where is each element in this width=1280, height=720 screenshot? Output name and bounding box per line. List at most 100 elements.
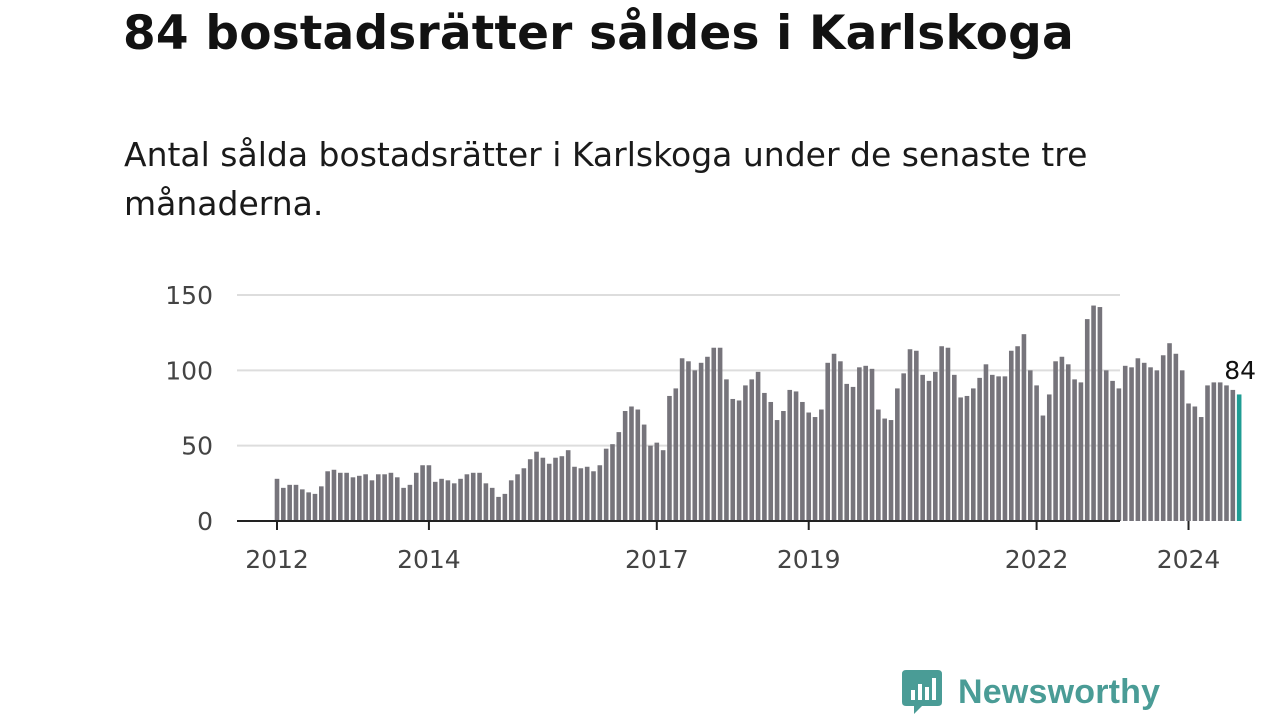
- bar: [869, 368, 875, 521]
- bar: [971, 388, 976, 521]
- bar: [344, 472, 349, 521]
- bar: [603, 448, 609, 521]
- x-axis-labels: 2012 2014 2017 2019 2022 2024: [245, 521, 1220, 574]
- y-tick-label: 0: [197, 507, 213, 536]
- bar: [755, 371, 761, 521]
- bar: [1141, 362, 1147, 521]
- x-tick-label: 2019: [777, 545, 841, 574]
- y-tick-label: 50: [181, 432, 213, 461]
- bar: [515, 474, 520, 521]
- bar: [952, 374, 957, 521]
- x-tick-label: 2022: [1005, 545, 1069, 574]
- bar: [895, 388, 900, 521]
- bar: [901, 373, 906, 521]
- bar: [1097, 307, 1103, 521]
- bar: [1002, 376, 1008, 521]
- bar: [831, 353, 837, 521]
- bar: [914, 350, 919, 521]
- bar: [363, 474, 368, 521]
- bar: [679, 358, 685, 521]
- bar: [1110, 380, 1115, 521]
- bar: [420, 465, 425, 521]
- bar: [705, 356, 710, 521]
- bar: [1116, 388, 1122, 521]
- bar: [648, 445, 653, 521]
- bar: [876, 409, 881, 521]
- bar: [470, 472, 476, 521]
- bar: [989, 374, 995, 521]
- bar: [445, 480, 451, 521]
- chart-subtitle: Antal sålda bostadsrätter i Karlskoga un…: [124, 135, 1088, 223]
- bar: [426, 465, 432, 521]
- bar: [287, 484, 292, 521]
- bar: [958, 397, 963, 521]
- bar: [578, 468, 584, 521]
- y-axis-labels: 0 50 100 150: [165, 281, 213, 536]
- bar: [546, 463, 552, 521]
- bar: [1167, 343, 1172, 521]
- bar: [394, 477, 400, 521]
- bar: [724, 379, 729, 521]
- bar: [477, 472, 482, 521]
- bar: [762, 392, 767, 521]
- bar: [464, 474, 470, 521]
- bar: [736, 400, 742, 521]
- bar: [375, 474, 381, 521]
- bar: [293, 484, 299, 521]
- bar: [711, 347, 717, 521]
- bar: [964, 395, 970, 521]
- bar: [825, 362, 831, 521]
- bar: [458, 478, 463, 521]
- bar: [1179, 370, 1185, 521]
- bar-chart: 0 50 100 150 2012 2014 2017 2019 2022 2024 84: [165, 281, 1256, 574]
- bar: [622, 411, 628, 521]
- bar: [1021, 334, 1027, 521]
- chart-title: 84 bostadsrätter såldes i Karlskoga: [123, 6, 1074, 61]
- bar: [1065, 364, 1071, 521]
- bar: [774, 420, 780, 521]
- bar: [730, 398, 736, 521]
- bar: [565, 450, 571, 521]
- bar: [749, 379, 755, 521]
- bar: [331, 469, 337, 521]
- bar: [553, 457, 558, 521]
- bar: [521, 468, 527, 521]
- bar: [527, 459, 533, 521]
- bar: [920, 374, 925, 521]
- bar: [610, 444, 615, 521]
- bar: [1008, 350, 1014, 521]
- bar: [996, 376, 1001, 521]
- bar: [300, 489, 305, 521]
- bar: [882, 418, 887, 521]
- bar: [281, 487, 286, 521]
- bar: [1129, 367, 1134, 521]
- bar: [977, 377, 982, 521]
- newsworthy-logo-icon: [902, 670, 942, 714]
- bar: [1084, 319, 1090, 521]
- bar: [660, 450, 666, 521]
- bar: [1192, 406, 1198, 521]
- bar: [1154, 370, 1160, 521]
- bar: [584, 466, 590, 521]
- bar: [907, 349, 913, 521]
- bar: [1148, 367, 1153, 521]
- bar: [1053, 361, 1058, 521]
- bar: [534, 451, 539, 521]
- bar: [1091, 305, 1096, 521]
- bar: [857, 367, 862, 521]
- bar: [572, 466, 577, 521]
- bar: [540, 457, 546, 521]
- bar: [673, 388, 679, 521]
- bar: [1217, 382, 1223, 521]
- bar: [439, 478, 444, 521]
- bar: [850, 386, 856, 521]
- bar: [382, 474, 387, 521]
- brand-name: Newsworthy: [958, 672, 1161, 711]
- bar: [863, 365, 868, 521]
- bar: [432, 481, 438, 521]
- bar: [483, 483, 489, 521]
- bar: [686, 361, 691, 521]
- bar: [489, 487, 495, 521]
- bar: [319, 486, 324, 521]
- bar-latest: [1236, 394, 1242, 521]
